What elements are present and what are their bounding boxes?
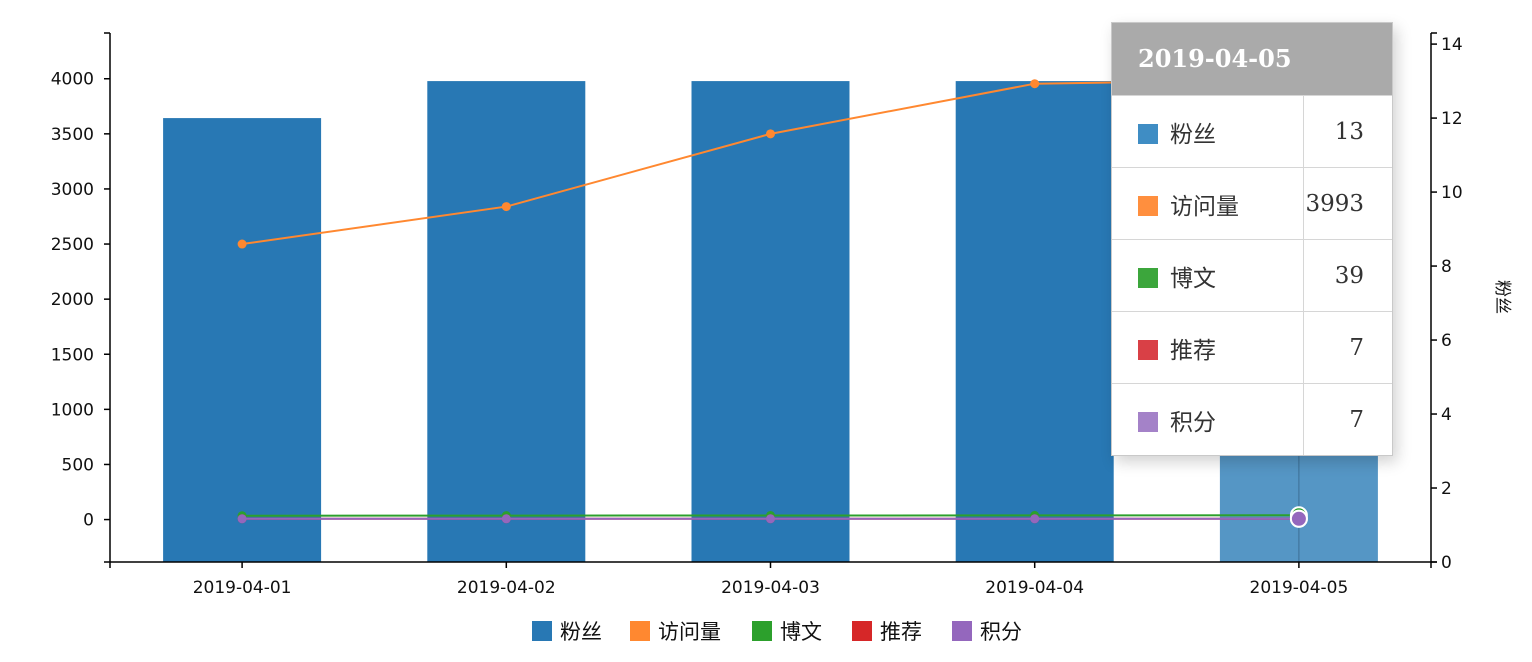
- tooltip-swatch: [1138, 123, 1158, 144]
- tooltip: 2019-04-05 粉丝 13 访问量 3993 博文 39 推荐 7 积分 …: [1111, 22, 1393, 456]
- left-tick-label: 0: [83, 511, 94, 531]
- x-tick-label: 2019-04-01: [193, 578, 292, 598]
- tooltip-series-name: 推荐: [1170, 337, 1216, 364]
- tooltip-row: 博文 39: [1112, 239, 1392, 312]
- right-tick-label: 0: [1441, 553, 1452, 573]
- right-tick-label: 6: [1441, 331, 1452, 351]
- axes-layer: 0 500 1000 1500 2000 2500 3000 3500 4000 0 2 4 6 8 10 1…: [51, 32, 1512, 598]
- data-point: [501, 202, 511, 212]
- bar: [955, 81, 1114, 562]
- legend-label: 粉丝: [560, 620, 602, 644]
- bar: [427, 81, 586, 562]
- legend-label: 访问量: [658, 620, 721, 644]
- data-point: [766, 514, 775, 524]
- tooltip-value: 3993: [1303, 167, 1392, 240]
- tooltip-value: 13: [1303, 95, 1392, 168]
- legend-swatch: [532, 621, 552, 641]
- tooltip-value: 39: [1303, 239, 1392, 312]
- data-point: [237, 239, 247, 249]
- legend-label: 推荐: [880, 620, 922, 644]
- tooltip-swatch: [1138, 195, 1158, 216]
- tooltip-series-name: 积分: [1170, 409, 1216, 436]
- tooltip-title: 2019-04-05: [1112, 23, 1392, 95]
- right-tick-label: 10: [1441, 183, 1463, 203]
- data-point: [1030, 514, 1040, 524]
- tooltip-swatch: [1138, 339, 1158, 360]
- tooltip-series-name: 博文: [1170, 265, 1216, 292]
- left-tick-label: 1500: [51, 345, 94, 365]
- tooltip-table: 粉丝 13 访问量 3993 博文 39 推荐 7 积分 7: [1112, 95, 1392, 455]
- tooltip-series-name: 粉丝: [1170, 121, 1216, 148]
- right-tick-label: 2: [1441, 479, 1452, 499]
- right-axis-title: 粉丝: [1492, 280, 1512, 314]
- left-tick-label: 4000: [51, 70, 94, 90]
- tooltip-series-name: 访问量: [1170, 193, 1239, 220]
- tooltip-row: 积分 7: [1112, 383, 1392, 455]
- right-tick-label: 14: [1441, 35, 1463, 55]
- right-tick-label: 4: [1441, 405, 1452, 425]
- bar: [163, 118, 322, 562]
- tooltip-row: 访问量 3993: [1112, 167, 1392, 240]
- legend-swatch: [630, 621, 650, 641]
- x-tick-label: 2019-04-03: [721, 578, 820, 598]
- tooltip-row: 粉丝 13: [1112, 95, 1392, 168]
- legend-swatch: [952, 621, 972, 641]
- data-point: [766, 129, 775, 139]
- left-tick-label: 1000: [51, 400, 94, 420]
- tooltip-swatch: [1138, 411, 1158, 432]
- data-point: [501, 514, 511, 524]
- x-tick-label: 2019-04-05: [1250, 578, 1349, 598]
- data-point: [237, 514, 247, 524]
- legend[interactable]: 粉丝 访问量 博文 推荐 积分: [532, 620, 1022, 644]
- tooltip-row: 推荐 7: [1112, 311, 1392, 384]
- x-tick-label: 2019-04-04: [985, 578, 1084, 598]
- tooltip-value: 7: [1303, 383, 1392, 455]
- left-tick-label: 3500: [51, 125, 94, 145]
- tooltip-swatch: [1138, 267, 1158, 288]
- data-point: [1030, 79, 1040, 89]
- right-tick-label: 12: [1441, 109, 1463, 129]
- legend-swatch: [752, 621, 772, 641]
- left-tick-label: 2000: [51, 290, 94, 310]
- data-point: [1289, 509, 1308, 528]
- legend-label: 博文: [780, 620, 822, 644]
- left-tick-label: 500: [62, 455, 94, 475]
- tooltip-value: 7: [1303, 311, 1392, 384]
- legend-swatch: [852, 621, 872, 641]
- left-tick-label: 2500: [51, 235, 94, 255]
- bar: [691, 81, 850, 562]
- legend-label: 积分: [980, 620, 1022, 644]
- x-tick-label: 2019-04-02: [457, 578, 556, 598]
- left-tick-label: 3000: [51, 180, 94, 200]
- lines-layer: [237, 70, 1308, 528]
- right-tick-label: 8: [1441, 257, 1452, 277]
